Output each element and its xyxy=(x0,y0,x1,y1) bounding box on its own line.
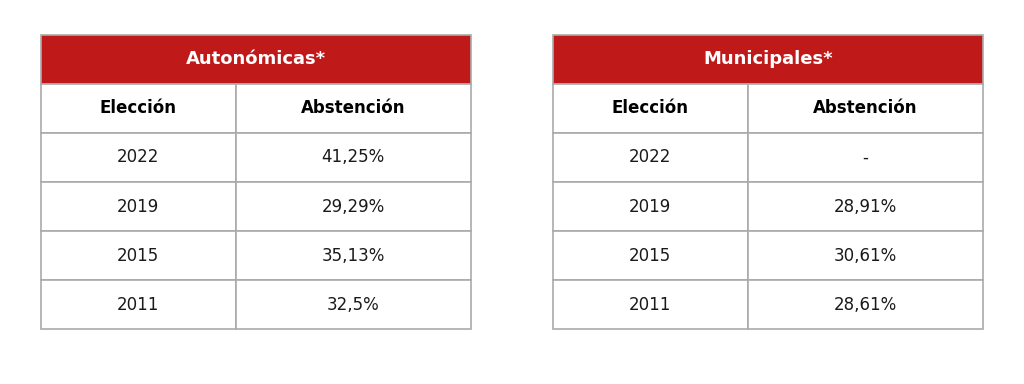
Bar xyxy=(41,84,236,133)
Text: 28,91%: 28,91% xyxy=(834,198,897,215)
Text: 2015: 2015 xyxy=(629,247,672,265)
Text: 32,5%: 32,5% xyxy=(327,296,380,314)
Bar xyxy=(41,35,471,84)
Bar xyxy=(553,231,748,280)
Bar xyxy=(748,280,983,329)
Bar xyxy=(236,84,471,133)
Text: Abstención: Abstención xyxy=(813,99,918,117)
Text: 2011: 2011 xyxy=(629,296,672,314)
Text: 2019: 2019 xyxy=(117,198,160,215)
Bar xyxy=(236,280,471,329)
Text: 35,13%: 35,13% xyxy=(322,247,385,265)
Bar xyxy=(748,84,983,133)
Text: Municipales*: Municipales* xyxy=(703,50,833,68)
Text: -: - xyxy=(862,149,868,166)
Bar xyxy=(553,280,748,329)
Text: 2022: 2022 xyxy=(629,149,672,166)
Bar xyxy=(236,231,471,280)
Text: 29,29%: 29,29% xyxy=(322,198,385,215)
Text: Elección: Elección xyxy=(611,99,689,117)
Bar xyxy=(236,182,471,231)
Bar xyxy=(236,133,471,182)
Text: 2019: 2019 xyxy=(629,198,672,215)
Text: 28,61%: 28,61% xyxy=(834,296,897,314)
Text: Abstención: Abstención xyxy=(301,99,406,117)
Bar xyxy=(748,133,983,182)
Text: 30,61%: 30,61% xyxy=(834,247,897,265)
Bar xyxy=(41,182,236,231)
Bar xyxy=(553,133,748,182)
Bar xyxy=(553,182,748,231)
Text: Autonómicas*: Autonómicas* xyxy=(186,50,326,68)
Text: 2015: 2015 xyxy=(117,247,160,265)
Bar xyxy=(748,182,983,231)
Text: Elección: Elección xyxy=(99,99,177,117)
Text: 2011: 2011 xyxy=(117,296,160,314)
Bar xyxy=(748,231,983,280)
Text: 2022: 2022 xyxy=(117,149,160,166)
Text: 41,25%: 41,25% xyxy=(322,149,385,166)
Bar xyxy=(553,35,983,84)
Bar xyxy=(553,84,748,133)
Bar xyxy=(41,231,236,280)
Bar xyxy=(41,133,236,182)
Bar xyxy=(41,280,236,329)
